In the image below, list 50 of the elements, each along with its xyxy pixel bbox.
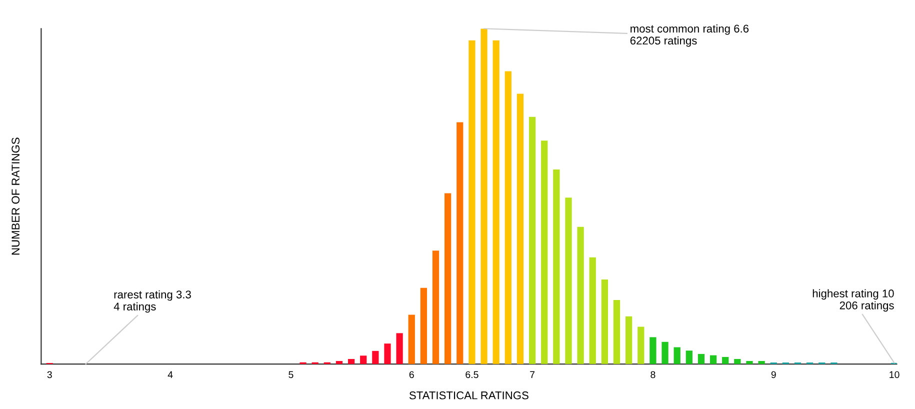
bar (360, 356, 367, 364)
bar (734, 358, 741, 364)
x-tick-label: 3 (47, 371, 52, 378)
x-tick-label: 5 (288, 371, 294, 378)
bar (589, 257, 596, 364)
bar (348, 358, 355, 364)
bar (468, 40, 476, 364)
bar (456, 122, 464, 364)
bar (638, 326, 644, 364)
annotation: rarest rating 3.3 4 ratings (114, 290, 191, 313)
x-tick-label: 10 (890, 371, 900, 378)
bar (372, 350, 379, 364)
bar (480, 28, 488, 364)
bar (710, 355, 717, 364)
bar (565, 198, 572, 364)
bar (650, 337, 656, 364)
y-axis-title: NUMBER OF RATINGS (12, 138, 20, 255)
bar (444, 193, 452, 364)
bar (613, 300, 620, 364)
bar (384, 344, 391, 364)
bar (516, 94, 524, 364)
annotation: highest rating 10 206 ratings (812, 289, 894, 312)
x-tick-label: 7 (530, 371, 535, 378)
bar (698, 354, 705, 364)
x-tick-label: 8 (650, 371, 656, 378)
bar (662, 342, 668, 364)
x-tick-label: 4 (168, 371, 173, 378)
x-tick-label: 9 (771, 371, 776, 378)
bar (577, 226, 584, 364)
x-tick-label: 6.5 (466, 371, 478, 378)
x-tick-label: 6 (409, 371, 414, 378)
annotation: most common rating 6.6 62205 ratings (630, 24, 749, 47)
bar (408, 314, 415, 364)
bar (758, 360, 765, 364)
bar (626, 316, 632, 364)
bar (541, 140, 548, 364)
x-axis-title: STATISTICAL RATINGS (409, 391, 528, 400)
bar (553, 169, 560, 364)
bar (420, 288, 428, 364)
bar (686, 350, 692, 364)
bar (746, 360, 753, 364)
bar (528, 116, 536, 364)
bar (504, 71, 512, 364)
bar (601, 279, 608, 364)
bar (722, 356, 729, 364)
bar (396, 333, 403, 364)
bar (674, 347, 680, 364)
bar (432, 250, 440, 364)
bar (336, 360, 343, 364)
bar (492, 40, 500, 364)
